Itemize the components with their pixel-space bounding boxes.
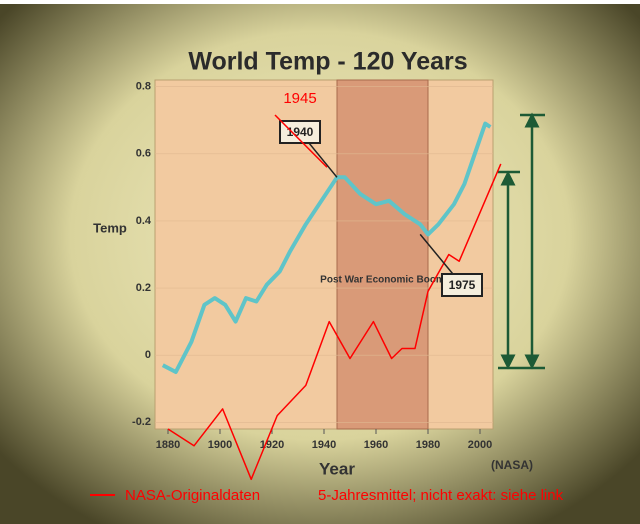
red-pointer <box>274 114 328 168</box>
plot-area <box>154 79 494 430</box>
x-tick-label: 1960 <box>364 439 388 451</box>
x-tick-label: 2000 <box>468 439 492 451</box>
x-tick-label: 1900 <box>208 439 232 451</box>
x-tick-label: 1980 <box>416 439 440 451</box>
top-strip <box>0 0 640 4</box>
range-arrows <box>498 112 545 370</box>
note: 5-Jahresmittel; nicht exakt: siehe link <box>318 487 564 504</box>
source-label: (NASA) <box>491 458 533 472</box>
annotation-text: 1975 <box>449 278 476 292</box>
annotation-box <box>441 273 483 297</box>
highlight-label: Post War Economic Boom <box>320 275 445 286</box>
x-tick-label: 1880 <box>156 439 180 451</box>
y-tick-label: 0.6 <box>136 148 151 160</box>
annotation-text: 1940 <box>287 125 314 139</box>
y-tick-label: 0.4 <box>136 215 152 227</box>
annotation-box <box>279 120 321 144</box>
x-tick-label: 1940 <box>312 439 336 451</box>
legend-label: NASA-Originaldaten <box>125 487 260 504</box>
temperature-line <box>161 121 492 374</box>
y-tick-label: -0.2 <box>132 416 151 428</box>
y-tick-label: 0 <box>145 349 151 361</box>
x-axis-label: Year <box>319 459 355 478</box>
nasa-line <box>167 163 502 481</box>
y-tick-label: 0.8 <box>136 81 151 93</box>
highlight-band <box>336 79 429 430</box>
y-tick-label: 0.2 <box>136 282 151 294</box>
y-axis-label: Temp <box>93 220 127 235</box>
red-annotation: 1945 <box>283 90 316 107</box>
chart-title: World Temp - 120 Years <box>188 48 467 76</box>
